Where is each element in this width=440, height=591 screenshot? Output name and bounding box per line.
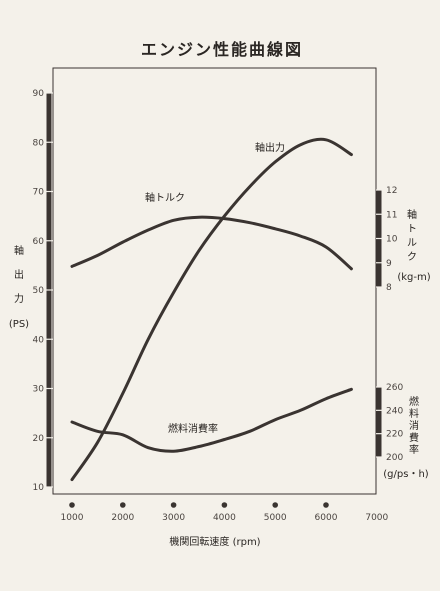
fuel-consumption-curve (70, 387, 353, 453)
rpm-marker-dot (221, 502, 228, 508)
fuel-axis-label-char: 消 (409, 419, 419, 432)
x-tick-label: 2000 (111, 513, 134, 523)
rpm-marker-dot (170, 502, 177, 508)
fuel-axis-label-char: 燃 (409, 395, 419, 408)
torque-tick-label: 8 (386, 283, 392, 293)
x-axis-label: 機関回転速度 (rpm) (169, 535, 260, 548)
fuel-axis-label-char: 率 (409, 443, 419, 456)
torque-tick-label: 12 (386, 186, 397, 196)
fuel-tick-label: 240 (386, 406, 403, 416)
left-tick-label: 30 (33, 385, 45, 395)
left-axis-label-char: 力 (14, 292, 24, 305)
fuel-consumption-curve-label: 燃料消費率 (168, 422, 218, 435)
power-curve-label: 軸出力 (255, 141, 285, 154)
fuel-axis-unit: (g/ps・h) (383, 469, 429, 480)
fuel-axis-label-char: 料 (409, 407, 419, 420)
fuel-tick-label: 200 (386, 453, 403, 463)
left-tick-label: 10 (33, 483, 45, 493)
power-curve (70, 137, 353, 482)
left-tick-label: 80 (33, 138, 45, 148)
left-axis-unit: (PS) (9, 319, 29, 330)
rpm-marker-dot (120, 502, 126, 508)
torque-axis-label-char: ル (407, 238, 417, 249)
fuel-tick-label: 220 (386, 430, 403, 440)
left-tick-label: 40 (33, 335, 45, 345)
left-tick-label: 50 (33, 286, 45, 296)
left-axis-label-char: 出 (14, 268, 24, 281)
left-axis-label-char: 軸 (14, 244, 24, 257)
x-tick-label: 3000 (162, 513, 185, 523)
rpm-marker-dot (69, 502, 75, 508)
left-tick-label: 70 (33, 188, 45, 198)
plot-frame (52, 67, 377, 495)
torque-curve-label: 軸トルク (145, 191, 185, 204)
x-tick-label: 1000 (61, 513, 84, 523)
torque-axis-label-char: ト (407, 224, 417, 235)
rpm-marker-dot (272, 502, 279, 508)
torque-axis-unit: (kg-m) (397, 272, 430, 283)
left-tick-label: 20 (33, 434, 45, 444)
torque-tick-label: 9 (386, 259, 392, 269)
chart-title: エンジン性能曲線図 (141, 40, 303, 59)
left-tick-label: 90 (33, 89, 45, 99)
left-tick-label: 60 (33, 237, 45, 247)
torque-curve (70, 215, 353, 271)
torque-axis-label-char: 軸 (407, 208, 417, 221)
rpm-marker-dot (323, 502, 329, 508)
fuel-axis-label-char: 費 (409, 431, 419, 444)
torque-tick-label: 10 (386, 235, 398, 245)
x-tick-label: 7000 (365, 513, 388, 523)
torque-tick-label: 11 (386, 210, 397, 220)
x-tick-label: 6000 (315, 513, 338, 523)
x-tick-label: 4000 (213, 513, 236, 523)
x-tick-label: 5000 (264, 513, 287, 523)
fuel-tick-label: 260 (386, 383, 403, 393)
torque-axis-label-char: ク (407, 251, 417, 263)
